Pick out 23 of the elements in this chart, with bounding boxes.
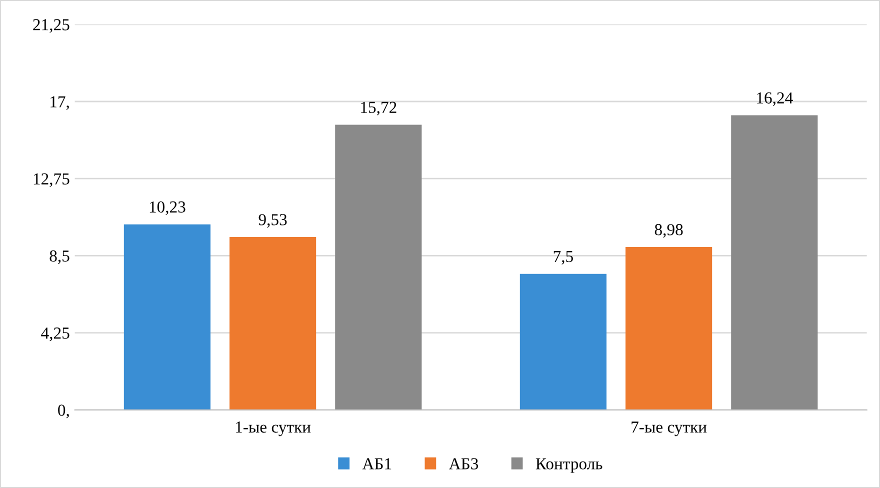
bar (335, 124, 422, 410)
data-label: 8,98 (654, 224, 683, 238)
bar (626, 247, 712, 410)
legend-label: АБ1 (362, 458, 392, 470)
y-tick-label: 17, (50, 96, 69, 110)
y-tick-label: 21,25 (33, 19, 70, 33)
bar (731, 115, 818, 410)
data-label: 7,5 (554, 251, 573, 265)
y-tick-label: 8,5 (50, 250, 70, 264)
bar (124, 224, 210, 410)
data-label: 10,23 (150, 201, 186, 216)
legend-label: АБ3 (448, 458, 478, 470)
y-tick-label: 12,75 (34, 173, 70, 187)
bar (520, 274, 606, 410)
bar (230, 237, 316, 410)
x-tick-label: 1-ые сутки (236, 422, 311, 436)
x-tick-label: 7-ые сутки (632, 422, 707, 436)
data-label: 9,53 (258, 214, 287, 228)
y-tick-label: 4,25 (41, 328, 70, 342)
data-label: 15,72 (361, 102, 396, 116)
data-label: 16,24 (757, 92, 793, 106)
legend-label: Контроль (536, 458, 602, 473)
y-tick-label: 0, (58, 404, 69, 418)
